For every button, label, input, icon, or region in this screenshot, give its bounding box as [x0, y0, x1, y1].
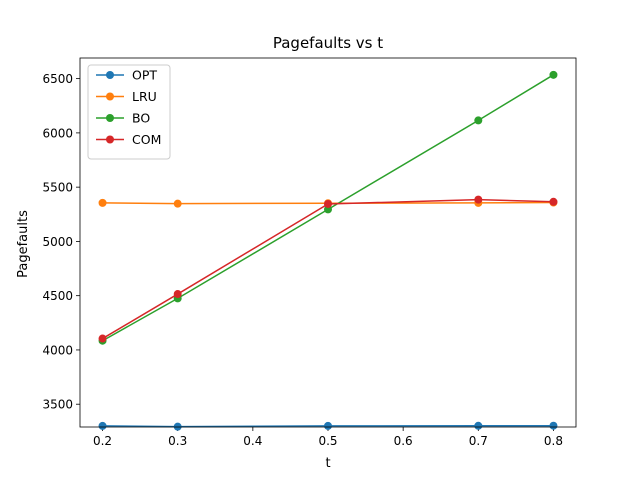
- data-point-com: [474, 195, 483, 204]
- data-point-bo: [474, 116, 483, 125]
- data-point-lru: [98, 198, 107, 207]
- x-tick-label: 0.6: [394, 434, 413, 448]
- legend-marker: [106, 114, 114, 122]
- series-opt: [98, 421, 558, 431]
- series-com: [98, 195, 558, 343]
- legend: OPT LRU BO COM: [87, 64, 171, 160]
- legend-marker: [106, 135, 114, 144]
- legend-label: BO: [132, 111, 150, 126]
- legend-item-com: COM: [96, 132, 161, 147]
- legend-item-opt: OPT: [96, 68, 157, 83]
- plot-area-frame: [79, 57, 577, 428]
- data-point-opt: [324, 421, 332, 430]
- x-tick-label: 0.8: [544, 434, 563, 448]
- legend-item-bo: BO: [96, 111, 150, 126]
- y-axis-ticks: 3500 4000 4500 5000 5500 6000 6500: [42, 72, 80, 412]
- legend-label: COM: [132, 132, 161, 147]
- x-tick-label: 0.5: [318, 434, 337, 448]
- y-tick-label: 5500: [42, 181, 73, 195]
- x-tick-label: 0.3: [168, 434, 187, 448]
- data-point-com: [173, 290, 182, 299]
- series-line-com: [102, 198, 554, 340]
- x-tick-label: 0.4: [243, 434, 262, 448]
- legend-box: [87, 64, 171, 160]
- data-point-com: [98, 334, 107, 343]
- data-point-opt: [98, 421, 107, 430]
- y-tick-label: 6000: [42, 126, 73, 140]
- y-tick-label: 5000: [42, 235, 73, 249]
- legend-label: OPT: [132, 68, 157, 83]
- x-tick-label: 0.7: [469, 434, 488, 448]
- legend-marker: [106, 92, 114, 101]
- data-point-bo: [549, 70, 558, 79]
- y-tick-label: 6500: [42, 72, 73, 86]
- x-axis-label: t: [325, 456, 330, 471]
- data-point-lru: [173, 199, 182, 208]
- x-tick-label: 0.2: [93, 434, 112, 448]
- chart-title: Pagefaults vs t: [273, 34, 383, 52]
- legend-label: LRU: [132, 89, 157, 104]
- data-point-com: [549, 197, 558, 206]
- data-point-opt: [474, 421, 483, 430]
- y-tick-label: 3500: [42, 398, 73, 412]
- data-point-opt: [549, 421, 558, 430]
- y-tick-label: 4500: [42, 289, 73, 303]
- y-tick-label: 4000: [42, 343, 73, 357]
- data-point-com: [324, 199, 332, 208]
- legend-item-lru: LRU: [96, 89, 157, 104]
- series-layer: [98, 70, 558, 431]
- y-axis-label: Pagefaults: [16, 210, 31, 278]
- x-axis-ticks: 0.2 0.3 0.4 0.5 0.6 0.7 0.8: [93, 427, 563, 448]
- legend-marker: [106, 71, 114, 79]
